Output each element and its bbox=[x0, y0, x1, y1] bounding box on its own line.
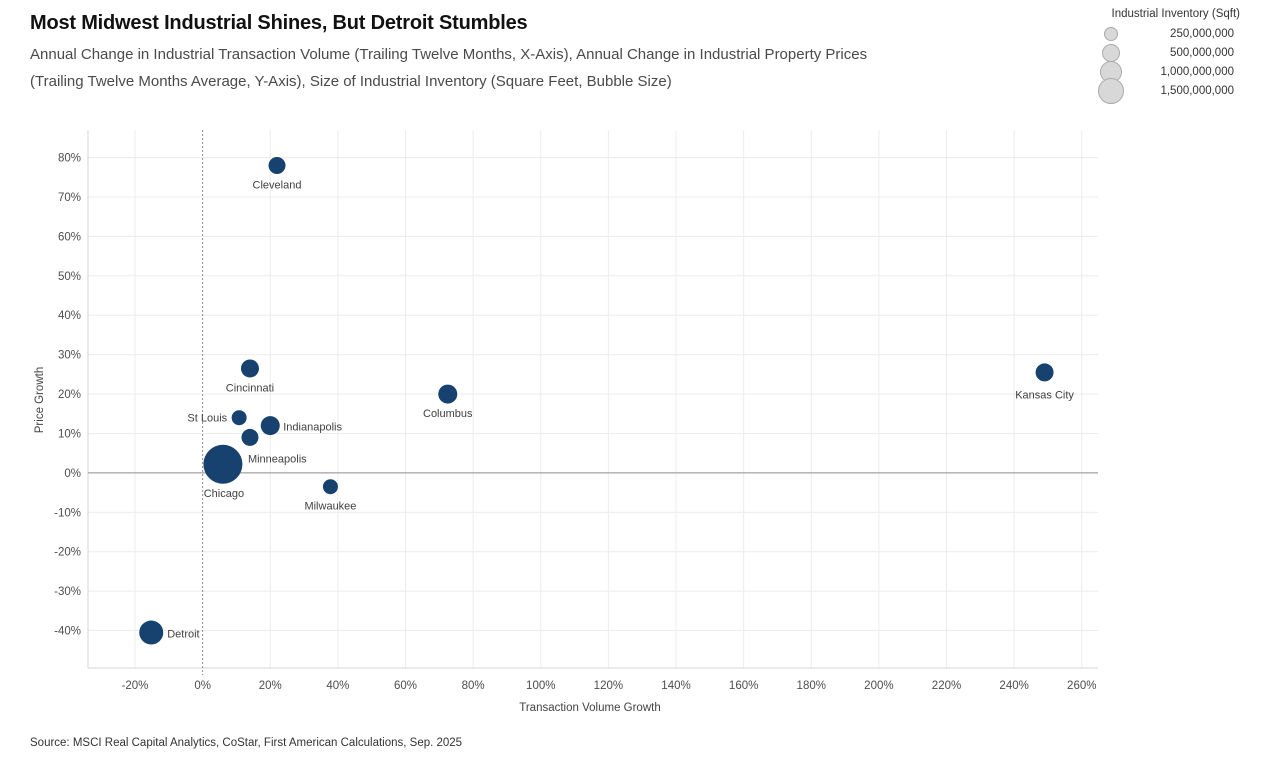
x-tick-label: 140% bbox=[661, 680, 690, 692]
bubble-label: Columbus bbox=[423, 408, 473, 420]
bubble-kansas-city[interactable] bbox=[1035, 363, 1054, 382]
y-tick-label: 0% bbox=[64, 468, 81, 480]
bubble-label: Chicago bbox=[204, 488, 244, 500]
bubble-milwaukee[interactable] bbox=[322, 479, 338, 495]
legend-title: Industrial Inventory (Sqft) bbox=[1111, 8, 1240, 20]
y-tick-label: 50% bbox=[58, 271, 81, 283]
bubble-label: Detroit bbox=[167, 629, 199, 641]
y-tick-label: 40% bbox=[58, 310, 81, 322]
legend-item-label: 500,000,000 bbox=[1170, 46, 1234, 59]
bubble-label: St Louis bbox=[187, 413, 227, 425]
bubble-label: Cincinnati bbox=[226, 382, 274, 394]
bubble-label: Indianapolis bbox=[283, 422, 342, 434]
x-tick-label: 200% bbox=[864, 680, 893, 692]
bubble-columbus[interactable] bbox=[438, 384, 458, 404]
chart-title: Most Midwest Industrial Shines, But Detr… bbox=[30, 12, 528, 34]
x-tick-label: 240% bbox=[999, 680, 1028, 692]
x-tick-label: 120% bbox=[594, 680, 623, 692]
chart-subtitle-line-1: Annual Change in Industrial Transaction … bbox=[30, 46, 868, 63]
legend-circle-box bbox=[1094, 77, 1128, 104]
source-note: Source: MSCI Real Capital Analytics, CoS… bbox=[30, 737, 463, 749]
bubble-minneapolis[interactable] bbox=[241, 428, 259, 446]
bubble-label: Cleveland bbox=[253, 179, 302, 191]
legend-item: 1,000,000,000 bbox=[1094, 60, 1244, 83]
x-axis-title: Transaction Volume Growth bbox=[519, 702, 661, 714]
legend-item: 1,500,000,000 bbox=[1094, 77, 1244, 104]
y-tick-label: -20% bbox=[54, 547, 81, 559]
y-tick-label: 10% bbox=[58, 428, 81, 440]
y-tick-label: -10% bbox=[54, 507, 81, 519]
y-axis-title: Price Growth bbox=[34, 366, 46, 434]
legend-item: 250,000,000 bbox=[1094, 24, 1244, 43]
x-tick-label: 160% bbox=[729, 680, 758, 692]
chart-subtitle: Annual Change in Industrial Transaction … bbox=[30, 41, 1070, 95]
y-tick-label: 20% bbox=[58, 389, 81, 401]
x-tick-label: 0% bbox=[194, 680, 211, 692]
bubble-label: Kansas City bbox=[1015, 389, 1074, 401]
y-tick-label: -30% bbox=[54, 586, 81, 598]
x-tick-label: -20% bbox=[122, 680, 149, 692]
legend-item-label: 1,000,000,000 bbox=[1160, 65, 1234, 78]
chart-subtitle-line-2: (Trailing Twelve Months Average, Y-Axis)… bbox=[30, 73, 672, 90]
bubble-st-louis[interactable] bbox=[231, 410, 247, 426]
legend-circle-box bbox=[1094, 43, 1128, 62]
bubble-label: Milwaukee bbox=[304, 501, 356, 513]
y-tick-label: 80% bbox=[58, 153, 81, 165]
bubble-label: Minneapolis bbox=[248, 453, 307, 465]
bubble-indianapolis[interactable] bbox=[260, 416, 280, 436]
x-tick-label: 260% bbox=[1067, 680, 1096, 692]
legend-item-label: 250,000,000 bbox=[1170, 27, 1234, 40]
size-legend: Industrial Inventory (Sqft) 250,000,000 5… bbox=[1094, 8, 1244, 104]
bubble-cleveland[interactable] bbox=[268, 156, 286, 174]
legend-size-circle bbox=[1098, 77, 1124, 104]
legend-size-circle bbox=[1102, 43, 1120, 62]
bubble-chicago[interactable] bbox=[203, 444, 243, 484]
x-tick-label: 220% bbox=[932, 680, 961, 692]
legend-item-label: 1,500,000,000 bbox=[1160, 84, 1234, 97]
legend-size-circle bbox=[1104, 26, 1118, 41]
y-tick-label: -40% bbox=[54, 626, 81, 638]
x-tick-label: 180% bbox=[797, 680, 826, 692]
legend-item: 500,000,000 bbox=[1094, 43, 1244, 62]
y-tick-label: 70% bbox=[58, 192, 81, 204]
bubble-cincinnati[interactable] bbox=[240, 359, 259, 378]
y-tick-label: 30% bbox=[58, 350, 81, 362]
x-tick-label: 80% bbox=[462, 680, 485, 692]
legend-circle-box bbox=[1094, 26, 1128, 41]
bubble-detroit[interactable] bbox=[139, 620, 164, 645]
legend-rows: 250,000,000 500,000,000 1,000,000,000 1,500… bbox=[1094, 24, 1244, 104]
x-tick-label: 60% bbox=[394, 680, 417, 692]
x-tick-label: 20% bbox=[259, 680, 282, 692]
x-tick-label: 100% bbox=[526, 680, 555, 692]
chart-header: Most Midwest Industrial Shines, But Detr… bbox=[30, 12, 1070, 95]
y-tick-label: 60% bbox=[58, 231, 81, 243]
x-tick-label: 40% bbox=[326, 680, 349, 692]
